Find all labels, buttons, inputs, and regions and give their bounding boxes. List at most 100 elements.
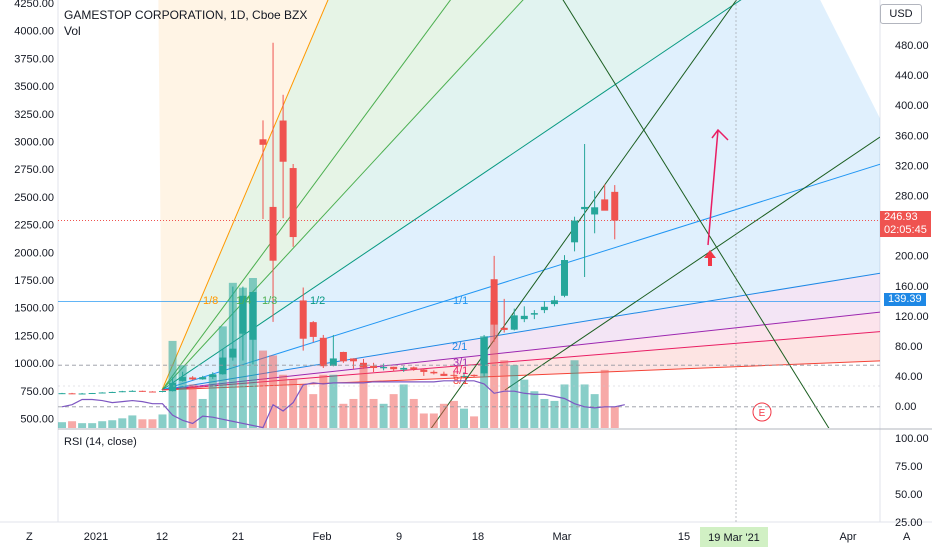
gann-fan-label: 2/1 [452,341,467,353]
volume-bar [419,413,428,428]
time-axis-tick: Apr [839,531,856,543]
volume-bar [379,403,388,428]
left-axis-tick: 3500.00 [14,81,54,93]
volume-bar [319,374,328,428]
candle-body [550,300,558,305]
left-axis-tick: 500.00 [20,414,54,426]
zoom-toggle-button[interactable]: Z [26,531,33,543]
right-axis-tick: 160.00 [895,281,929,293]
date-highlight-label: 19 Mar '21 [708,532,760,544]
candle-body [78,393,86,395]
volume-bar [309,394,318,428]
candle-body [530,313,538,315]
gann-fan-line [161,272,880,391]
volume-bar [409,398,418,428]
right-axis-tick: 440.00 [895,70,929,82]
volume-bar [339,403,348,428]
volume-bar [259,350,267,428]
volume-bar [610,406,619,428]
candle-body [319,337,327,367]
candle-body [410,367,418,370]
volume-bar [98,421,107,428]
candle-body [259,139,267,145]
right-axis-tick: 200.00 [895,251,929,263]
volume-bar [68,421,77,428]
volume-bar [148,419,157,428]
candle-body [540,306,548,311]
candle-body [219,357,227,375]
volume-bar [188,384,197,428]
right-axis-tick: 80.00 [895,341,923,353]
candle-body [520,315,528,320]
volume-bar [560,384,569,428]
bar-countdown: 02:05:45 [884,224,927,236]
gann-fan-line [161,0,452,391]
candle-body [108,391,116,393]
candle-body [309,322,317,337]
last-price-tag: 246.93 02:05:45 [880,211,931,237]
time-axis-tick: 21 [232,531,244,543]
candle-body [239,295,247,334]
candle-body [601,199,609,211]
gann-fan-line [161,0,742,391]
candle-body [339,351,347,362]
volume-bar [128,415,137,428]
candle-body [299,300,307,339]
time-axis-tick: Feb [313,531,332,543]
time-axis-tick: 12 [156,531,168,543]
rsi-line [61,380,625,429]
candle-body [611,191,619,221]
candle-body [400,367,408,370]
right-axis-tick: 120.00 [895,311,929,323]
candle-body [500,327,508,330]
candle-body [390,366,398,370]
volume-bar [158,414,167,428]
right-axis-tick: 40.00 [895,371,923,383]
projection-arrowhead [711,128,729,141]
right-axis-tick: 320.00 [895,160,929,172]
gann-fan-label: 4/1 [453,365,468,377]
candle-body [430,371,438,374]
volume-bar [590,394,599,428]
auto-scale-button[interactable]: A [903,531,911,543]
candle-body [360,362,367,368]
time-axis-tick: 15 [678,531,690,543]
candle-body [591,207,599,215]
time-axis-tick: Mar [553,531,572,543]
left-axis-tick: 1000.00 [14,358,54,370]
rsi-label: RSI (14, close) [64,436,137,448]
candle-body [349,358,357,362]
volume-bar [58,422,66,428]
volume-bar [369,398,378,428]
candle-body [490,279,498,325]
candle-body [440,373,448,376]
volume-bar [449,400,458,428]
gann-fan-label: 1/8 [203,295,218,307]
left-axis-tick: 3250.00 [14,109,54,121]
date-highlight-bg [700,527,768,547]
gann-fan-label: 1/2 [310,295,325,307]
volume-bar [178,365,187,428]
volume-bar [399,384,408,428]
rsi-axis-tick: 75.00 [895,461,923,473]
volume-bar [218,326,227,428]
right-axis-tick: 0.00 [895,401,916,413]
gann-fan-label: 1/3 [262,295,277,307]
volume-bar [269,355,278,428]
left-axis-tick: 4000.00 [14,26,54,38]
left-axis-tick: 3000.00 [14,137,54,149]
volume-bar [540,398,549,428]
candle-body [380,367,388,369]
gann-fan: 1/8 1/4 1/3 1/2 1/12/13/14/18/1E [58,0,880,428]
currency-button[interactable]: USD [880,4,922,24]
volume-bar [329,374,338,428]
candle-body [229,348,237,358]
left-axis-tick: 4250.00 [14,0,54,10]
volume-bar [208,374,217,428]
candle-body [561,260,568,296]
candle-body [68,393,76,395]
volume-bar [429,413,438,428]
candle-body [169,382,177,392]
left-axis-tick: 1250.00 [14,330,54,342]
